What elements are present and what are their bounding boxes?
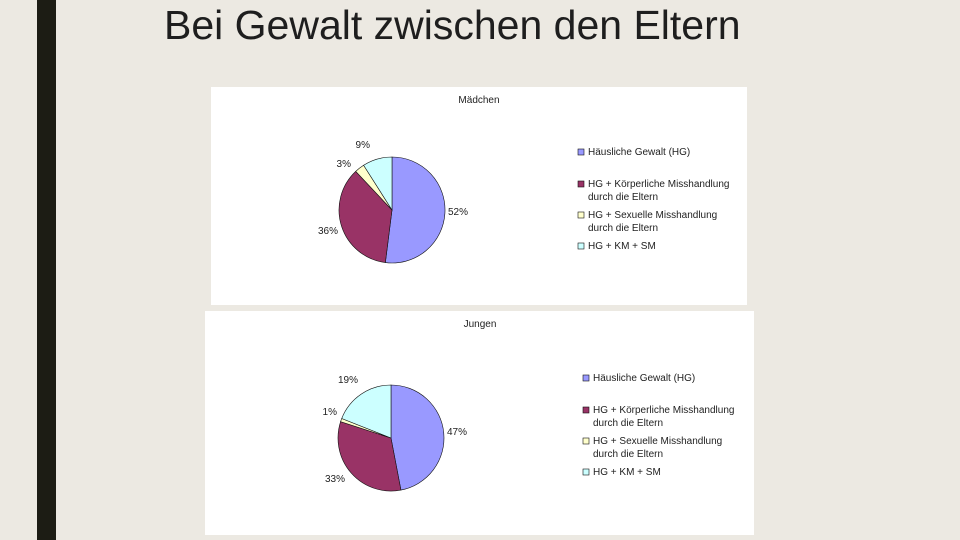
slice-percent-label: 1% — [323, 407, 338, 418]
slice-percent-label: 47% — [447, 427, 467, 438]
legend-swatch — [582, 468, 590, 476]
legend-label: HG + Körperliche Misshandlung — [588, 179, 729, 190]
legend-label: HG + KM + SM — [593, 467, 661, 478]
legend-label: HG + Sexuelle Misshandlung — [588, 210, 717, 221]
legend-swatch — [577, 211, 585, 219]
legend-swatch — [577, 180, 585, 188]
legend-label: durch die Eltern — [588, 223, 658, 234]
pie-slice — [363, 156, 393, 212]
legend-swatch — [577, 148, 585, 156]
pie-chart-maedchen: Mädchen 52% 36% 3% 9% Häusliche Gewalt (HG) HG… — [318, 95, 729, 264]
legend-swatch — [582, 374, 590, 382]
slice-percent-label: 3% — [337, 159, 352, 170]
slice-percent-label: 52% — [448, 207, 468, 218]
chart-title: Jungen — [464, 319, 497, 330]
slide-title: Bei Gewalt zwischen den Eltern — [164, 2, 741, 48]
legend-label: HG + Körperliche Misshandlung — [593, 405, 734, 416]
pie-slice — [385, 156, 446, 264]
pie-slice — [338, 170, 393, 263]
legend-swatch — [582, 437, 590, 445]
chart-panel-jungen: Jungen 47% 33% 1% 19% Häusliche Gewalt (HG) HG… — [205, 311, 754, 535]
pie-slice — [337, 421, 402, 492]
slice-percent-label: 19% — [338, 375, 358, 386]
chart-panel-maedchen: Mädchen 52% 36% 3% 9% Häusliche Gewalt (HG) HG… — [211, 87, 747, 305]
pie-slice — [341, 384, 392, 439]
legend-label: HG + Sexuelle Misshandlung — [593, 436, 722, 447]
pie-slice — [390, 384, 445, 491]
legend-swatch — [582, 406, 590, 414]
legend-swatch — [577, 242, 585, 250]
legend-label: durch die Eltern — [593, 418, 663, 429]
accent-bar — [37, 0, 56, 540]
pie-chart-jungen: Jungen 47% 33% 1% 19% Häusliche Gewalt (HG) HG… — [323, 319, 734, 492]
legend-label: durch die Eltern — [588, 192, 658, 203]
chart-title: Mädchen — [458, 95, 499, 106]
slice-percent-label: 36% — [318, 226, 338, 237]
legend-label: Häusliche Gewalt (HG) — [588, 147, 690, 158]
slice-percent-label: 9% — [356, 140, 371, 151]
legend-label: HG + KM + SM — [588, 241, 656, 252]
legend-label: durch die Eltern — [593, 449, 663, 460]
slice-percent-label: 33% — [325, 474, 345, 485]
legend-label: Häusliche Gewalt (HG) — [593, 373, 695, 384]
